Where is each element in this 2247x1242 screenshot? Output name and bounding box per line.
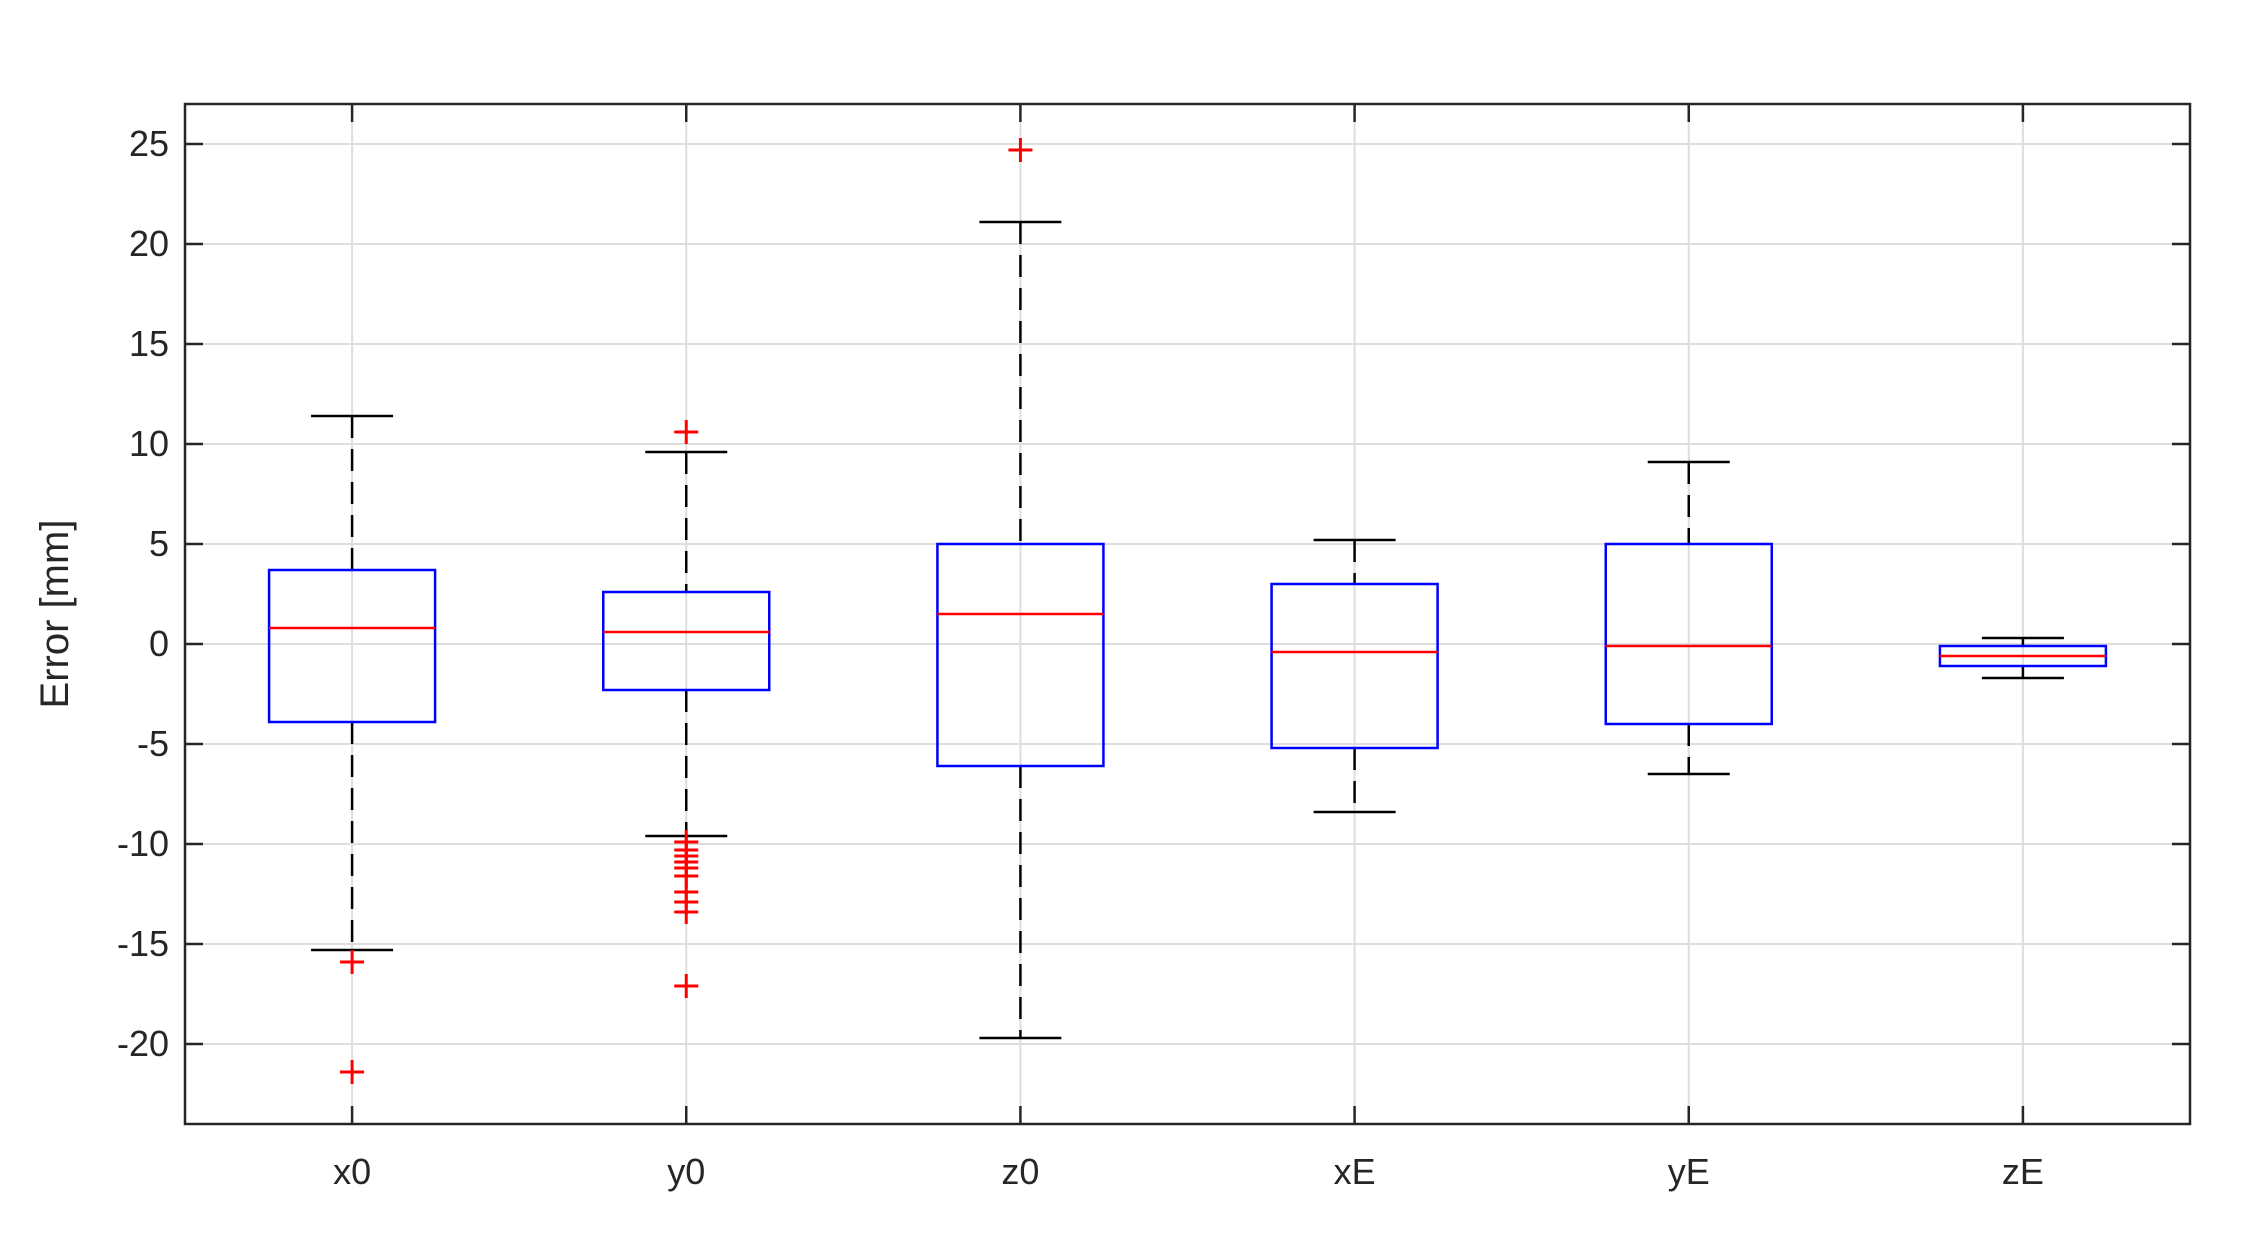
box-group-zE: [1938, 636, 2108, 680]
axes-frame: [183, 102, 2192, 1126]
label-layer: Error [mm] 25 20 15 10 5 0 -5 -10 -15 -20 x0 y0 z0 xE…: [33, 123, 2044, 1192]
box-layer: [267, 138, 2108, 1084]
x-tick-label: z0: [1001, 1151, 1039, 1192]
outlier-marker: [674, 420, 699, 444]
outlier-marker: [674, 900, 699, 924]
y-tick-label: 10: [129, 423, 169, 464]
x-tick-label: yE: [1668, 1151, 1710, 1192]
x-tick-label: x0: [333, 1151, 371, 1192]
box-group-x0: [267, 414, 437, 1084]
y-tick-label: 20: [129, 223, 169, 264]
outlier-marker: [674, 974, 699, 998]
y-tick-label: 25: [129, 123, 169, 164]
box-yE: [1604, 542, 1773, 726]
y-tick-label: -10: [117, 823, 169, 864]
outlier-marker: [340, 1060, 365, 1084]
box-group-yE: [1604, 460, 1773, 776]
box-y0: [602, 590, 771, 692]
x-tick-label: zE: [2002, 1151, 2044, 1192]
y-tick-label: 5: [149, 523, 169, 564]
y-tick-label: -20: [117, 1023, 169, 1064]
y-tick-label: -5: [137, 723, 169, 764]
box-z0: [936, 542, 1105, 768]
y-axis-label: Error [mm]: [33, 520, 77, 709]
box-group-xE: [1270, 538, 1439, 814]
axes-layer: [183, 102, 2192, 1126]
box-group-y0: [602, 420, 771, 998]
x-tick-label: xE: [1334, 1151, 1376, 1192]
box-x0: [267, 568, 437, 724]
outlier-marker: [340, 950, 365, 974]
x-tick-label: y0: [667, 1151, 705, 1192]
y-tick-label: 0: [149, 623, 169, 664]
y-tick-label: -15: [117, 923, 169, 964]
box-group-z0: [936, 138, 1105, 1040]
outlier-marker: [1008, 138, 1033, 162]
y-tick-label: 15: [129, 323, 169, 364]
box-xE: [1270, 582, 1439, 750]
